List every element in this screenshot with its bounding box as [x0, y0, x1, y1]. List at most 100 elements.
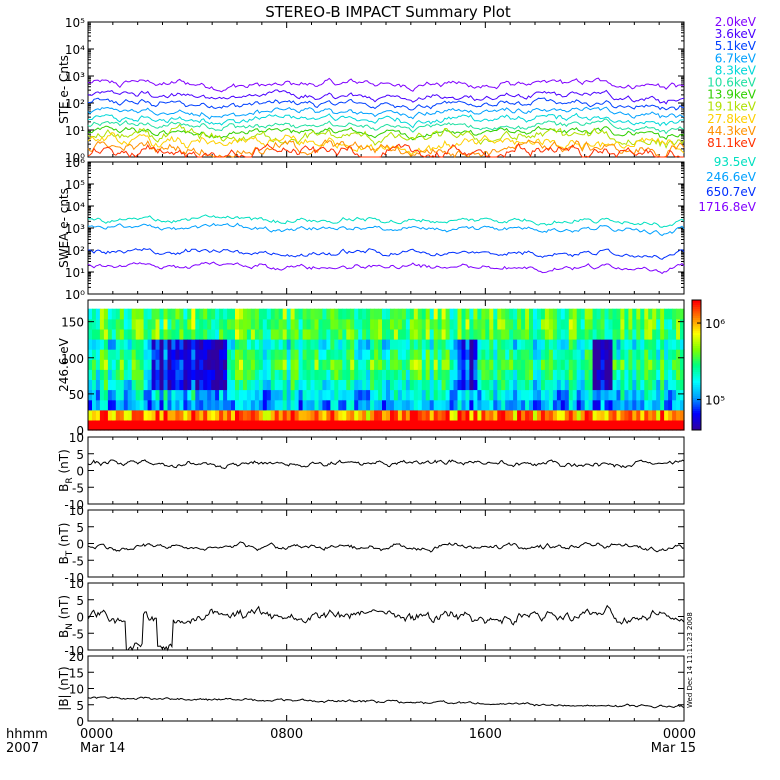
pad-heat-cell — [374, 369, 379, 380]
pad-heat-cell — [258, 409, 264, 421]
pad-heat-cell — [636, 359, 641, 370]
pad-heat-cell — [306, 409, 312, 421]
pad-heat-cell — [119, 409, 125, 421]
pad-heat-cell — [203, 339, 208, 350]
pad-heat-cell — [135, 359, 141, 370]
pad-heat-cell — [533, 359, 538, 370]
pad-heat-cell — [612, 308, 618, 320]
pad-heat-cell — [350, 359, 355, 370]
pad-heat-cell — [501, 369, 506, 380]
pad-heat-cell — [445, 379, 451, 391]
pad-heat-cell — [143, 339, 149, 350]
pad-heat-cell — [493, 409, 498, 421]
pad-heat-cell — [533, 339, 538, 350]
pad-heat-cell — [111, 419, 117, 431]
pad-heat-cell — [644, 389, 649, 401]
pad-heat-cell — [88, 308, 93, 320]
pad-heat-cell — [568, 339, 574, 350]
pad-heat-cell — [628, 328, 633, 340]
pad-heat-cell — [668, 389, 673, 401]
pad-heat-cell — [445, 308, 451, 320]
pad-heat-cell — [107, 339, 113, 350]
pad-heat-cell — [290, 318, 296, 330]
pad-heat-cell — [552, 339, 558, 350]
pad-heat-cell — [441, 359, 447, 370]
pad-heat-cell — [123, 359, 129, 370]
pad-heat-cell — [608, 349, 614, 360]
pad-heat-cell — [115, 389, 121, 401]
pad-heat-cell — [92, 308, 97, 320]
pad-heat-cell — [362, 419, 367, 431]
pad-heat-cell — [560, 419, 566, 431]
pad-heat-cell — [314, 339, 320, 350]
pad-heat-cell — [219, 379, 224, 391]
pad-heat-cell — [326, 328, 331, 340]
pad-heat-cell — [437, 399, 443, 411]
pad-heat-cell — [298, 399, 304, 411]
pad-heat-cell — [473, 389, 478, 401]
pad-heat-cell — [445, 339, 451, 350]
pad-heat-cell — [239, 409, 244, 421]
pad-heat-cell — [596, 328, 602, 340]
pad-heat-cell — [397, 379, 403, 391]
pad-heat-cell — [580, 369, 586, 380]
pad-heat-cell — [564, 328, 570, 340]
pad-heat-cell — [107, 369, 113, 380]
pad-heat-cell — [246, 379, 252, 391]
pad-heat-cell — [163, 399, 169, 411]
pad-heat-cell — [453, 349, 459, 360]
pad-heat-cell — [548, 349, 554, 360]
pad-heat-cell — [473, 328, 478, 340]
ste-legend-item: 19.1keV — [707, 100, 757, 114]
pad-heat-cell — [632, 318, 637, 330]
pad-heat-cell — [147, 389, 153, 401]
pad-heat-cell — [537, 349, 542, 360]
pad-heat-cell — [437, 379, 443, 391]
pad-heat-cell — [191, 419, 196, 431]
pad-heat-cell — [167, 389, 173, 401]
pad-heat-cell — [564, 349, 570, 360]
pad-heat-cell — [648, 359, 653, 370]
pad-heat-cell — [318, 399, 324, 411]
pad-heat-cell — [250, 369, 256, 380]
pad-heat-cell — [147, 379, 153, 391]
pad-heat-cell — [215, 419, 220, 431]
pad-heat-cell — [469, 379, 474, 391]
pad-heat-cell — [219, 399, 224, 411]
pad-heat-cell — [358, 399, 363, 411]
pad-heat-cell — [497, 369, 502, 380]
pad-heat-cell — [552, 379, 558, 391]
pad-heat-cell — [481, 339, 486, 350]
pad-heat-cell — [564, 409, 570, 421]
pad-heat-cell — [95, 328, 101, 340]
pad-heat-cell — [274, 339, 280, 350]
pad-heat-cell — [489, 389, 494, 401]
pad-heat-cell — [290, 308, 296, 320]
pad-heat-cell — [652, 328, 657, 340]
pad-heat-cell — [270, 308, 276, 320]
pad-heat-cell — [640, 349, 645, 360]
pad-heat-cell — [509, 399, 514, 411]
pad-heat-cell — [584, 318, 590, 330]
pad-heat-cell — [556, 399, 562, 411]
pad-heat-cell — [290, 419, 296, 431]
pad-heat-cell — [680, 339, 685, 350]
pad-heat-cell — [493, 339, 498, 350]
pad-heat-cell — [354, 379, 359, 391]
pad-heat-cell — [191, 369, 196, 380]
pad-heat-cell — [167, 369, 173, 380]
pad-heat-cell — [568, 318, 574, 330]
pad-heat-cell — [525, 308, 530, 320]
pad-heat-cell — [163, 349, 169, 360]
pad-heat-cell — [676, 318, 681, 330]
pad-heat-cell — [195, 379, 200, 391]
pad-heat-cell — [608, 369, 614, 380]
pad-heat-cell — [155, 349, 161, 360]
pad-heat-cell — [187, 328, 192, 340]
pad-heat-cell — [525, 349, 530, 360]
pad-heat-cell — [366, 419, 371, 431]
pad-heat-cell — [370, 389, 375, 401]
pad-heat-cell — [370, 419, 375, 431]
